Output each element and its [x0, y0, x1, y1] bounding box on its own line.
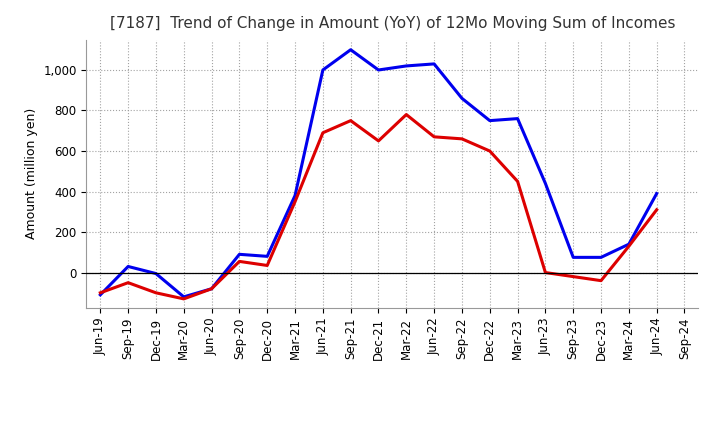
Net Income: [485, 148, 494, 154]
Net Income: [124, 280, 132, 285]
Ordinary Income: [124, 264, 132, 269]
Y-axis label: Amount (million yen): Amount (million yen): [24, 108, 37, 239]
Net Income: [318, 130, 327, 136]
Ordinary Income: [541, 181, 550, 186]
Ordinary Income: [179, 294, 188, 300]
Net Income: [513, 179, 522, 184]
Net Income: [152, 290, 161, 295]
Ordinary Income: [597, 255, 606, 260]
Ordinary Income: [235, 252, 243, 257]
Title: [7187]  Trend of Change in Amount (YoY) of 12Mo Moving Sum of Incomes: [7187] Trend of Change in Amount (YoY) o…: [109, 16, 675, 32]
Ordinary Income: [569, 255, 577, 260]
Net Income: [430, 134, 438, 139]
Ordinary Income: [374, 67, 383, 73]
Ordinary Income: [430, 61, 438, 66]
Net Income: [624, 244, 633, 249]
Net Income: [541, 270, 550, 275]
Net Income: [179, 296, 188, 301]
Ordinary Income: [152, 271, 161, 276]
Net Income: [374, 138, 383, 143]
Ordinary Income: [263, 254, 271, 259]
Ordinary Income: [402, 63, 410, 69]
Net Income: [346, 118, 355, 123]
Ordinary Income: [318, 67, 327, 73]
Net Income: [96, 290, 104, 295]
Net Income: [291, 199, 300, 204]
Net Income: [207, 286, 216, 291]
Ordinary Income: [485, 118, 494, 123]
Ordinary Income: [291, 193, 300, 198]
Ordinary Income: [346, 47, 355, 52]
Net Income: [263, 263, 271, 268]
Ordinary Income: [207, 286, 216, 291]
Net Income: [569, 274, 577, 279]
Ordinary Income: [96, 292, 104, 297]
Line: Ordinary Income: Ordinary Income: [100, 50, 657, 297]
Net Income: [458, 136, 467, 142]
Ordinary Income: [624, 242, 633, 247]
Line: Net Income: Net Income: [100, 114, 657, 299]
Net Income: [235, 259, 243, 264]
Net Income: [402, 112, 410, 117]
Ordinary Income: [652, 191, 661, 196]
Net Income: [652, 207, 661, 213]
Net Income: [597, 278, 606, 283]
Ordinary Income: [513, 116, 522, 121]
Ordinary Income: [458, 96, 467, 101]
